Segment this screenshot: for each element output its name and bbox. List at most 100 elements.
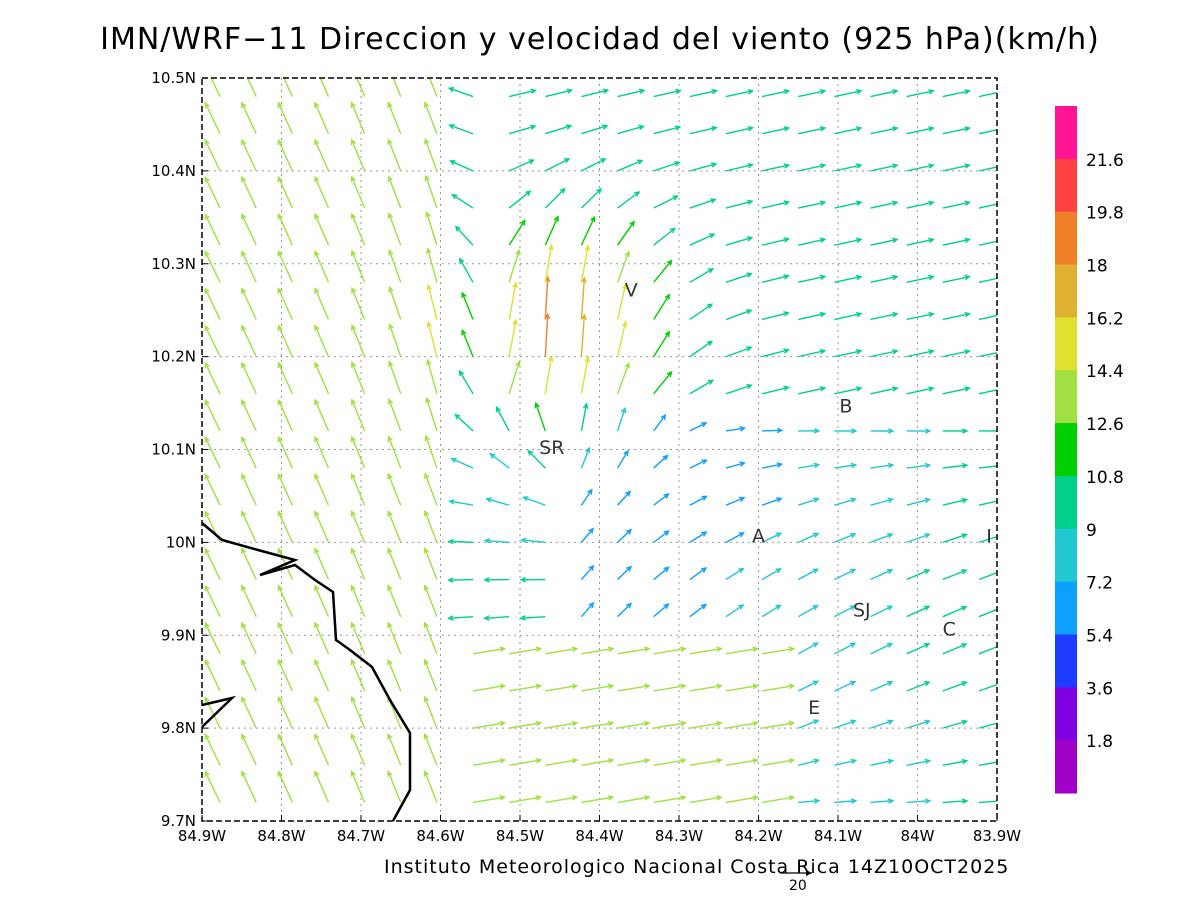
wind-vector (689, 303, 713, 321)
colorbar-label: 7.2 (1086, 574, 1113, 594)
wind-vector-head (277, 658, 283, 666)
wind-vector (906, 313, 934, 321)
wind-vector (544, 245, 553, 283)
wind-vector-head (964, 89, 971, 95)
wind-vector-head (813, 497, 820, 503)
y-tick-label: 10.1N (151, 441, 196, 459)
wind-vector-head (855, 349, 863, 355)
wind-vector-head (350, 361, 357, 368)
wind-vector-head (783, 237, 791, 243)
wind-vector-head (350, 584, 356, 591)
wind-vector-head (716, 683, 723, 690)
wind-vector (617, 191, 640, 209)
wind-vector (761, 349, 789, 358)
wind-vector (545, 125, 572, 135)
wind-vector-head (819, 311, 827, 318)
wind-vector-head (426, 283, 432, 291)
wind-vector-head (1001, 238, 1006, 242)
wind-vector (798, 387, 825, 395)
wind-vector (870, 759, 893, 766)
wind-vector-head (788, 757, 796, 764)
wind-vector-head (812, 642, 819, 648)
wind-vector (351, 697, 366, 729)
wind-vector (388, 213, 402, 246)
wind-vector-head (277, 361, 283, 369)
wind-vector-head (747, 88, 755, 95)
wind-vector-head (998, 644, 1003, 648)
wind-vector-head (1001, 201, 1006, 205)
wind-vector-head (241, 324, 247, 331)
wind-vector-head (241, 398, 247, 406)
wind-vector (942, 387, 970, 395)
wind-vector (387, 102, 402, 134)
wind-vector-head (680, 795, 687, 801)
wind-vector (424, 734, 438, 766)
wind-vector-head (602, 88, 610, 94)
wind-vector-head (923, 643, 931, 649)
wind-vector (204, 771, 221, 803)
wind-vector-head (241, 621, 247, 629)
wind-vector (314, 176, 330, 209)
wind-vector (761, 90, 789, 98)
wind-vector (761, 201, 789, 209)
wind-vector (689, 567, 707, 581)
wind-vector-head (620, 406, 627, 414)
wind-vector-head (637, 159, 644, 165)
chart-title: IMN/WRF−11 Direccion y velocidad del vie… (100, 22, 1100, 57)
wind-vector (581, 647, 613, 655)
wind-vector (653, 161, 680, 172)
colorbar-label: 3.6 (1086, 679, 1113, 699)
wind-vector (761, 497, 782, 506)
wind-vector (797, 533, 819, 544)
wind-vector (461, 330, 474, 357)
wind-vector-head (424, 472, 430, 479)
wind-vector (616, 408, 626, 432)
wind-vector (314, 548, 330, 580)
wind-vector (351, 585, 366, 617)
wind-vector (472, 647, 505, 655)
wind-vector (580, 565, 594, 580)
wind-vector-head (277, 287, 283, 294)
wind-vector-head (961, 569, 968, 575)
y-tick-label: 9.9N (161, 626, 196, 644)
wind-vector (870, 533, 893, 544)
wind-vector-head (204, 733, 210, 740)
wind-vector-head (775, 532, 783, 538)
wind-vector (978, 608, 997, 618)
wind-vector (388, 250, 402, 283)
wind-vector (653, 493, 669, 506)
wind-vector (617, 125, 644, 135)
wind-vector (485, 539, 510, 544)
wind-vector (580, 277, 586, 320)
wind-vector (388, 287, 402, 320)
wind-vector-head (624, 361, 630, 369)
wind-vector (761, 127, 789, 135)
wind-vector-head (663, 493, 670, 499)
y-tick-label: 10.5N (151, 69, 196, 87)
wind-vector-head (241, 473, 247, 480)
wind-vector-head (819, 348, 827, 355)
wind-vector-head (644, 795, 651, 801)
wind-vector (545, 722, 577, 729)
wind-vector-head (607, 646, 615, 653)
wind-vector-head (590, 215, 596, 223)
wind-vector-head (512, 318, 518, 326)
wind-vector-head (638, 88, 646, 95)
wind-vector-head (483, 615, 490, 621)
wind-vector (689, 268, 714, 283)
wind-vector-head (644, 683, 651, 690)
wind-vector (277, 214, 293, 246)
wind-vector-head (423, 770, 429, 777)
wind-vector-head (350, 547, 356, 554)
wind-vector-head (525, 190, 532, 197)
wind-vector (653, 796, 686, 804)
wind-vector (424, 659, 438, 692)
wind-vector (472, 722, 505, 729)
colorbar-label: 14.4 (1086, 362, 1124, 382)
wind-vector (942, 681, 967, 692)
wind-vector-head (961, 681, 968, 687)
wind-vector (725, 90, 753, 98)
wind-vector-head (928, 89, 935, 95)
wind-vector (472, 759, 505, 766)
wind-vector (241, 102, 257, 135)
